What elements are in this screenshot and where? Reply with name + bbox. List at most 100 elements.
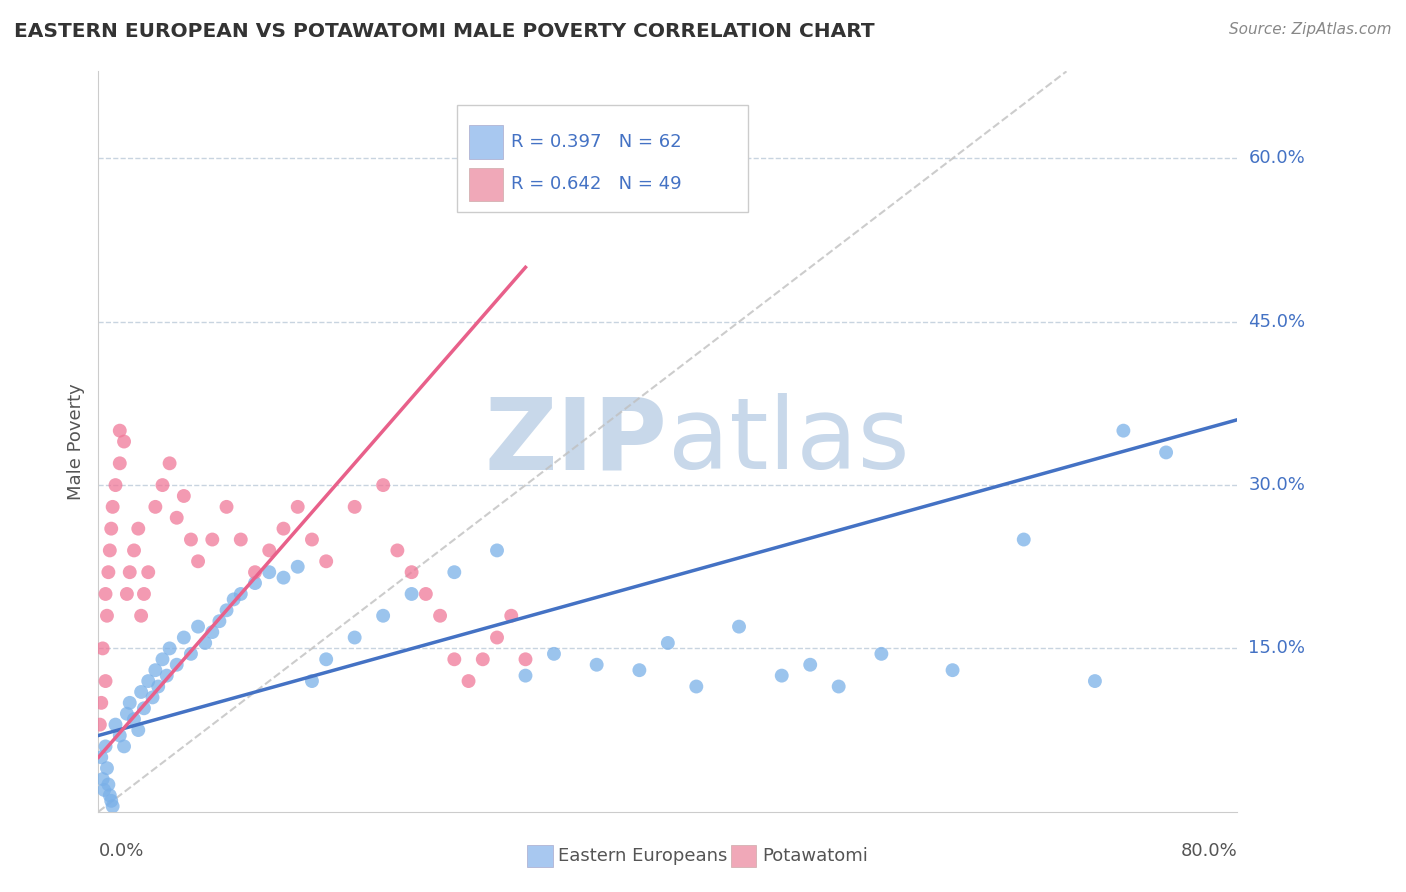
Point bbox=[136, 674, 159, 689]
Point bbox=[94, 739, 117, 754]
Point bbox=[122, 712, 145, 726]
Point bbox=[108, 424, 131, 438]
Point bbox=[145, 500, 167, 514]
Point bbox=[585, 657, 607, 672]
Point bbox=[90, 750, 112, 764]
Text: 80.0%: 80.0% bbox=[1181, 842, 1237, 860]
Point bbox=[373, 478, 395, 492]
Point bbox=[112, 434, 135, 449]
Point bbox=[515, 668, 537, 682]
Point bbox=[401, 565, 423, 579]
Point bbox=[515, 652, 537, 666]
Point bbox=[628, 663, 651, 677]
Text: 60.0%: 60.0% bbox=[1249, 150, 1305, 168]
Point bbox=[152, 478, 174, 492]
Point bbox=[100, 522, 122, 536]
Point bbox=[486, 631, 509, 645]
Point bbox=[301, 533, 323, 547]
Point bbox=[343, 631, 366, 645]
Point bbox=[415, 587, 437, 601]
Point bbox=[243, 565, 266, 579]
Point bbox=[108, 456, 131, 470]
Point bbox=[301, 674, 323, 689]
Point bbox=[273, 571, 295, 585]
Point bbox=[118, 565, 141, 579]
Text: Potawatomi: Potawatomi bbox=[762, 847, 868, 865]
Point bbox=[91, 772, 114, 786]
Point bbox=[127, 723, 149, 737]
Point bbox=[1084, 674, 1107, 689]
Point bbox=[173, 489, 195, 503]
Text: 15.0%: 15.0% bbox=[1249, 640, 1305, 657]
Point bbox=[94, 587, 117, 601]
Point bbox=[152, 652, 174, 666]
Point bbox=[243, 576, 266, 591]
Point bbox=[401, 587, 423, 601]
Point bbox=[187, 619, 209, 633]
Point bbox=[148, 680, 170, 694]
Point bbox=[501, 608, 523, 623]
Point bbox=[166, 657, 188, 672]
Point bbox=[201, 533, 224, 547]
Text: R = 0.397   N = 62: R = 0.397 N = 62 bbox=[510, 133, 682, 151]
Point bbox=[104, 478, 127, 492]
Point bbox=[101, 799, 124, 814]
Point bbox=[443, 565, 465, 579]
Point bbox=[91, 641, 114, 656]
Point bbox=[166, 510, 188, 524]
Point bbox=[259, 565, 281, 579]
Point bbox=[156, 668, 179, 682]
Point bbox=[96, 761, 118, 775]
FancyBboxPatch shape bbox=[468, 126, 503, 159]
Point bbox=[129, 608, 152, 623]
Point bbox=[870, 647, 893, 661]
Point bbox=[373, 608, 395, 623]
Point bbox=[828, 680, 851, 694]
Point bbox=[259, 543, 281, 558]
Text: Source: ZipAtlas.com: Source: ZipAtlas.com bbox=[1229, 22, 1392, 37]
Point bbox=[141, 690, 163, 705]
Point bbox=[194, 636, 217, 650]
Point bbox=[215, 500, 238, 514]
Text: R = 0.642   N = 49: R = 0.642 N = 49 bbox=[510, 175, 682, 193]
Point bbox=[122, 543, 145, 558]
Point bbox=[471, 652, 494, 666]
Point bbox=[1154, 445, 1177, 459]
Point bbox=[273, 522, 295, 536]
Text: Eastern Europeans: Eastern Europeans bbox=[558, 847, 727, 865]
Point bbox=[343, 500, 366, 514]
Point bbox=[104, 717, 127, 731]
Point bbox=[187, 554, 209, 568]
Point bbox=[97, 777, 120, 791]
Point bbox=[486, 543, 509, 558]
Y-axis label: Male Poverty: Male Poverty bbox=[66, 384, 84, 500]
Point bbox=[728, 619, 751, 633]
Point bbox=[429, 608, 451, 623]
Point bbox=[127, 522, 149, 536]
Point bbox=[287, 500, 309, 514]
Point bbox=[201, 625, 224, 640]
Point bbox=[685, 680, 707, 694]
Point bbox=[115, 587, 138, 601]
Text: atlas: atlas bbox=[668, 393, 910, 490]
Point bbox=[159, 456, 181, 470]
Point bbox=[118, 696, 141, 710]
Point bbox=[132, 701, 155, 715]
Text: 0.0%: 0.0% bbox=[98, 842, 143, 860]
Point bbox=[543, 647, 565, 661]
Point bbox=[145, 663, 167, 677]
Point bbox=[215, 603, 238, 617]
Point bbox=[115, 706, 138, 721]
Point bbox=[942, 663, 965, 677]
Point bbox=[387, 543, 409, 558]
Point bbox=[97, 565, 120, 579]
Point bbox=[159, 641, 181, 656]
Point bbox=[222, 592, 245, 607]
Point bbox=[108, 729, 131, 743]
Point bbox=[132, 587, 155, 601]
Point bbox=[799, 657, 821, 672]
Point bbox=[1012, 533, 1035, 547]
Point bbox=[98, 789, 121, 803]
Point bbox=[129, 685, 152, 699]
FancyBboxPatch shape bbox=[457, 104, 748, 212]
